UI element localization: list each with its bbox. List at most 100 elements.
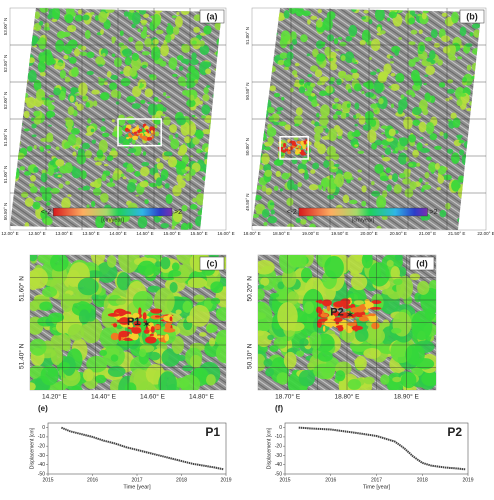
velocity-speckle (141, 51, 151, 56)
zoom-box (279, 136, 309, 160)
velocity-speckle (420, 148, 430, 154)
subsidence-speckle (320, 313, 329, 318)
velocity-speckle (335, 110, 343, 116)
velocity-speckle (175, 133, 179, 138)
subsidence-speckle (138, 307, 142, 315)
velocity-speckle (309, 331, 322, 350)
velocity-speckle (400, 94, 405, 99)
velocity-speckle (317, 143, 327, 155)
velocity-speckle (264, 146, 271, 151)
velocity-speckle (80, 170, 87, 180)
x-axis-label: Time [year] (123, 484, 151, 490)
y-tick-label: -50 (38, 471, 45, 477)
velocity-speckle (381, 154, 385, 158)
velocity-speckle (109, 177, 114, 183)
velocity-speckle (131, 12, 141, 25)
velocity-speckle (191, 52, 197, 60)
velocity-speckle (102, 52, 106, 57)
velocity-speckle (78, 309, 90, 325)
velocity-speckle (202, 61, 212, 68)
chart-annotation: P2 (447, 425, 462, 439)
velocity-speckle (45, 110, 56, 118)
velocity-speckle (43, 99, 52, 107)
velocity-speckle (156, 110, 163, 116)
velocity-speckle (76, 152, 87, 165)
velocity-speckle (201, 104, 211, 115)
velocity-speckle (328, 80, 334, 85)
velocity-speckle (95, 56, 105, 65)
velocity-speckle (439, 209, 447, 218)
velocity-speckle (169, 124, 177, 133)
velocity-speckle (138, 85, 142, 89)
velocity-speckle (451, 152, 460, 164)
velocity-speckle (350, 68, 358, 74)
velocity-speckle (160, 174, 166, 182)
map-panel: (b) 18.00° E 18.50° E 19.00° E 19.50° E 20.00… (243, 7, 494, 236)
y-tick-label: -50 (275, 471, 282, 477)
velocity-speckle (114, 167, 120, 171)
velocity-speckle (148, 351, 161, 361)
velocity-speckle (31, 134, 37, 138)
velocity-speckle (313, 363, 335, 380)
velocity-speckle (171, 225, 175, 230)
velocity-speckle (137, 260, 156, 276)
velocity-speckle (180, 121, 191, 136)
velocity-speckle (273, 159, 284, 166)
y-tick-label: -40 (275, 462, 282, 468)
subsidence-speckle (342, 324, 347, 329)
velocity-speckle (307, 73, 313, 78)
velocity-speckle (191, 114, 196, 118)
velocity-speckle (376, 68, 380, 73)
velocity-speckle (110, 74, 119, 80)
velocity-speckle (106, 255, 117, 268)
velocity-speckle (442, 46, 451, 54)
panel-label: (a) (207, 11, 218, 21)
velocity-speckle (55, 159, 65, 167)
velocity-speckle (343, 171, 353, 180)
x-tick-label: 12.50° E (28, 231, 45, 236)
velocity-speckle (195, 130, 204, 140)
velocity-speckle (348, 24, 358, 37)
x-tick-label: 2018 (417, 477, 428, 483)
velocity-speckle (33, 116, 42, 125)
velocity-speckle (98, 11, 108, 23)
velocity-speckle (463, 48, 467, 52)
velocity-speckle (419, 45, 425, 52)
velocity-speckle (75, 146, 79, 150)
velocity-speckle (404, 146, 408, 151)
velocity-speckle (157, 142, 161, 146)
y-tick-label: 50.50° N (245, 82, 250, 100)
subsidence-speckle (287, 150, 291, 155)
velocity-speckle (67, 194, 72, 198)
velocity-speckle (361, 255, 373, 269)
subsidence-speckle (355, 326, 359, 332)
velocity-speckle (452, 117, 461, 128)
velocity-speckle (377, 72, 387, 84)
velocity-speckle (124, 56, 132, 66)
velocity-speckle (186, 315, 194, 323)
subsidence-speckle (150, 326, 155, 333)
velocity-speckle (380, 374, 390, 385)
velocity-speckle (368, 262, 390, 287)
subsidence-speckle (335, 321, 340, 325)
velocity-speckle (363, 347, 381, 359)
velocity-speckle (94, 161, 102, 166)
velocity-speckle (365, 91, 375, 98)
velocity-speckle (111, 53, 116, 57)
velocity-speckle (344, 74, 353, 82)
velocity-speckle (466, 64, 472, 71)
velocity-speckle (261, 208, 270, 218)
velocity-speckle (162, 107, 167, 112)
subsidence-speckle (130, 332, 139, 341)
velocity-speckle (93, 156, 99, 162)
subsidence-speckle (342, 304, 351, 309)
velocity-speckle (353, 115, 357, 119)
velocity-speckle (144, 38, 152, 48)
subsidence-speckle (144, 336, 157, 344)
x-tick-label: 14.00° E (109, 231, 126, 236)
subsidence-speckle (139, 128, 143, 132)
velocity-speckle (349, 199, 358, 205)
velocity-speckle (30, 175, 36, 182)
velocity-speckle (407, 134, 417, 143)
